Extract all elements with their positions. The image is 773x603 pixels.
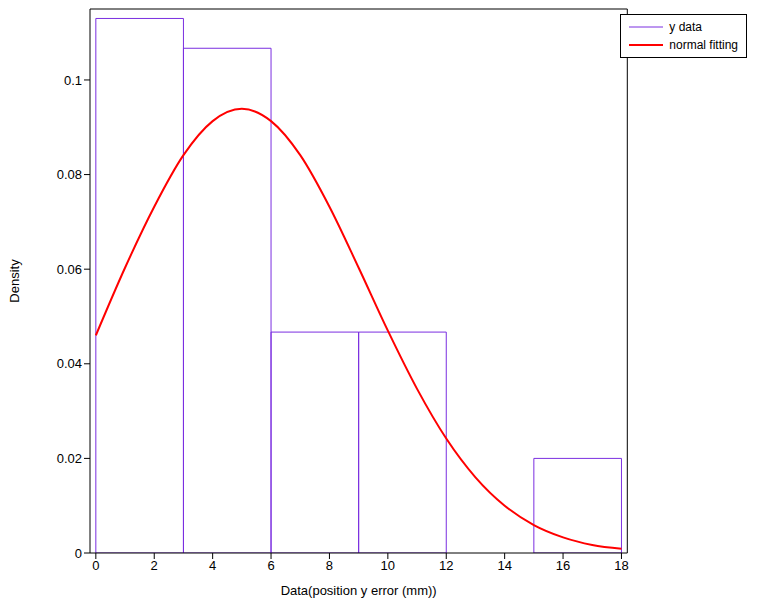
svg-text:18: 18 [614, 558, 628, 573]
svg-text:0.04: 0.04 [57, 356, 82, 371]
html-text:y data: y data [669, 20, 702, 34]
svg-text:0.08: 0.08 [57, 167, 82, 182]
svg-text:10: 10 [381, 558, 395, 573]
svg-text:0.06: 0.06 [57, 262, 82, 277]
svg-text:0: 0 [92, 558, 99, 573]
svg-text:12: 12 [439, 558, 453, 573]
svg-text:2: 2 [151, 558, 158, 573]
svg-text:Data(position y error (mm)): Data(position y error (mm)) [281, 583, 437, 598]
svg-text:0.02: 0.02 [57, 451, 82, 466]
svg-text:16: 16 [556, 558, 570, 573]
svg-text:0: 0 [75, 546, 82, 561]
svg-text:4: 4 [209, 558, 216, 573]
html-text:normal fitting: normal fitting [669, 38, 738, 52]
svg-text:Density: Density [7, 259, 22, 303]
svg-text:0.1: 0.1 [64, 73, 82, 88]
svg-text:14: 14 [497, 558, 511, 573]
svg-text:6: 6 [267, 558, 274, 573]
svg-text:8: 8 [326, 558, 333, 573]
